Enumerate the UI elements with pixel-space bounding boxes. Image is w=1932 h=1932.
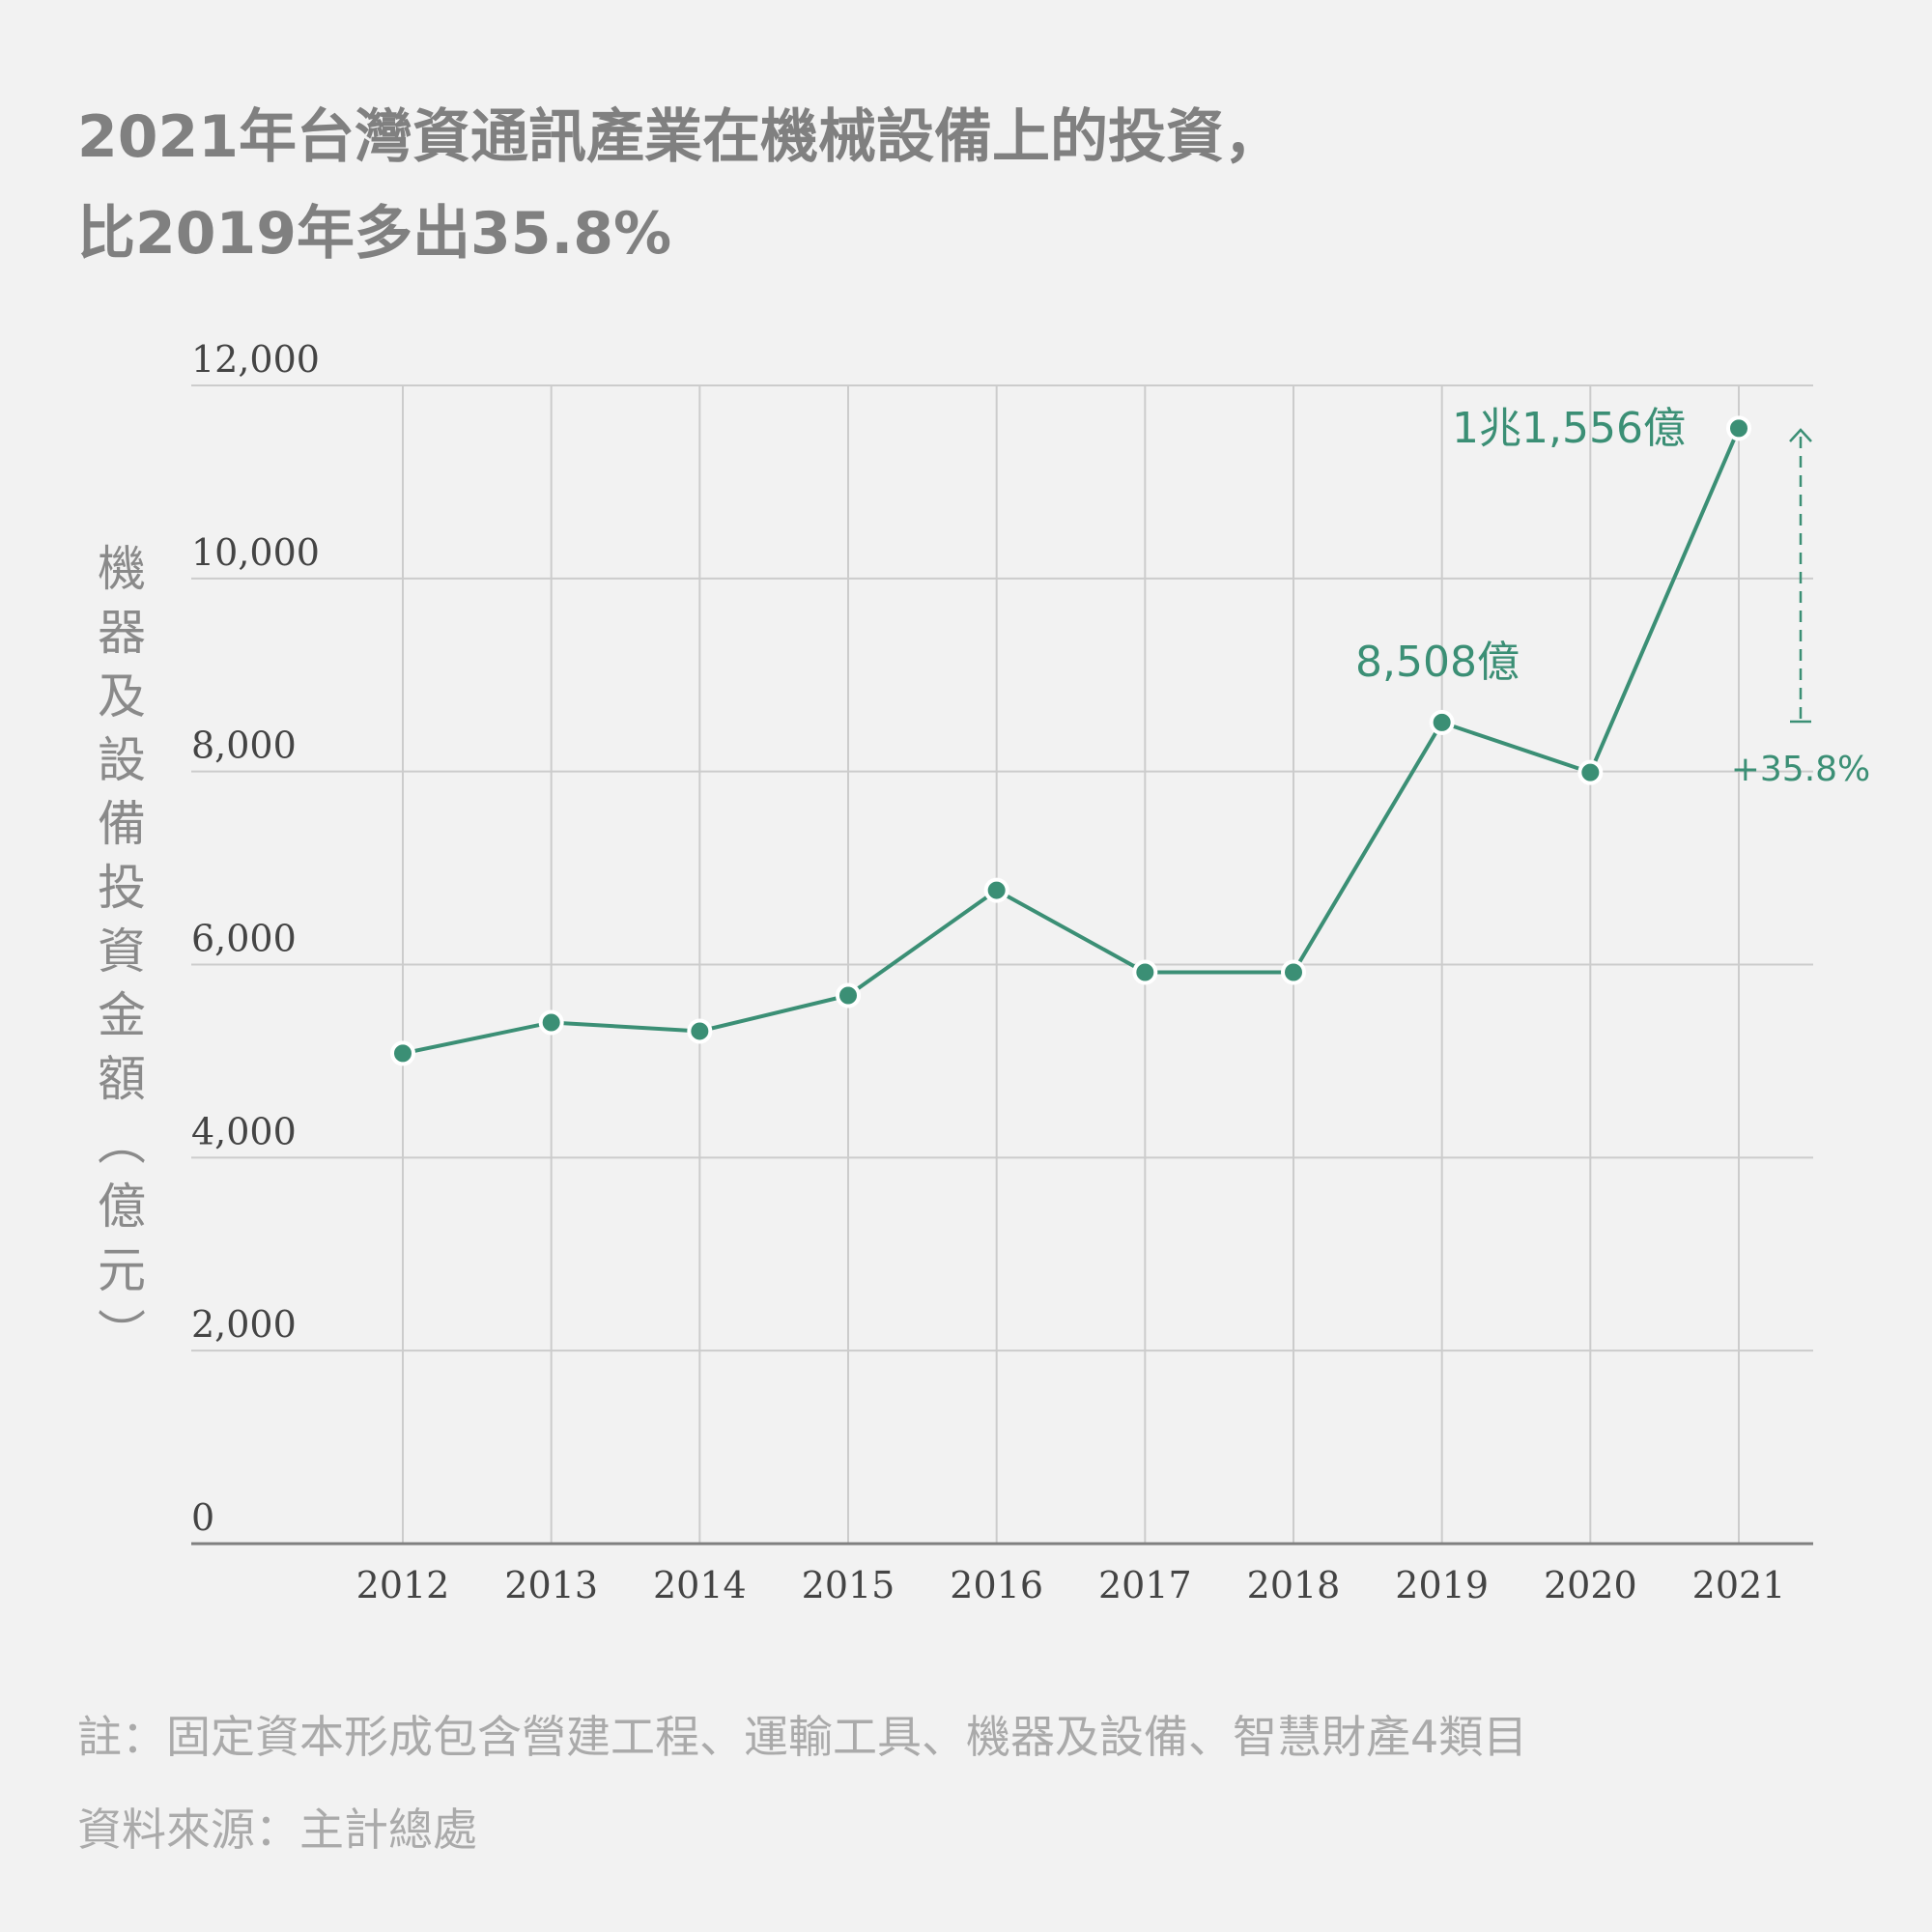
x-axis-ticks: 2012 2013 2014 2015 2016 2017 2018 2019 2020 2021 (356, 1564, 1786, 1606)
y-axis-ticks: 0 2,000 4,000 6,000 8,000 10,000 12,000 (191, 338, 320, 1539)
y-tick-label: 0 (191, 1496, 214, 1539)
data-point (687, 1018, 713, 1044)
y-axis-label-char: 額 (98, 1051, 146, 1107)
y-tick-label: 10,000 (191, 531, 320, 574)
y-axis-label-char: 器 (98, 605, 146, 661)
x-tick-label: 2020 (1544, 1564, 1637, 1606)
footnote: 註：固定資本形成包含營建工程、運輸工具、機器及設備、智慧財產4類目 (77, 1711, 1528, 1763)
title-line-2: 比2019年多出35.8% (77, 200, 672, 268)
x-tick-label: 2021 (1692, 1564, 1786, 1606)
data-point (836, 982, 861, 1009)
data-point (1726, 415, 1751, 441)
data-point (390, 1040, 415, 1066)
y-axis-label-char: 元 (98, 1242, 146, 1298)
x-tick-label: 2016 (950, 1564, 1043, 1606)
x-tick-label: 2015 (802, 1564, 895, 1606)
data-source: 資料來源：主計總處 (77, 1804, 477, 1856)
data-point (538, 1009, 564, 1036)
data-point (1132, 959, 1158, 985)
data-point (983, 877, 1009, 903)
data-points (390, 415, 1751, 1066)
annotation-growth: +35.8% (1731, 750, 1871, 789)
y-tick-label: 12,000 (191, 338, 320, 381)
chart-title: 2021年台灣資通訊產業在機械設備上的投資， 比2019年多出35.8% (77, 89, 1282, 282)
y-axis-label-char: 億 (98, 1179, 146, 1235)
x-tick-label: 2017 (1098, 1564, 1192, 1606)
annotation-2021-peak: 1兆1,556億 (1452, 404, 1686, 453)
x-tick-label: 2014 (653, 1564, 747, 1606)
y-axis-label: 機器及設備投資金額 ︵ 億元 ︶ (93, 537, 151, 1366)
annotation-2019-value: 8,508億 (1355, 638, 1520, 687)
y-axis-label-char: 備 (98, 796, 146, 852)
horizontal-gridlines (191, 384, 1813, 1352)
y-axis-label-char: 資 (98, 923, 146, 980)
y-axis-label-char: 投 (98, 860, 146, 916)
y-axis-label-char: 設 (98, 732, 146, 788)
y-tick-label: 2,000 (191, 1303, 297, 1346)
footer: 註：固定資本形成包含營建工程、運輸工具、機器及設備、智慧財產4類目 資料來源：主… (77, 1690, 1527, 1876)
x-tick-label: 2012 (356, 1564, 450, 1606)
y-tick-label: 4,000 (191, 1110, 297, 1152)
series-line (402, 427, 1741, 1056)
y-axis-label-char: 及 (98, 668, 146, 724)
y-tick-label: 8,000 (191, 724, 297, 767)
growth-arrow-icon (1789, 428, 1812, 724)
y-axis-label-char: 金 (98, 987, 146, 1043)
y-axis-label-char: ︵ (98, 1115, 146, 1171)
data-point (1577, 759, 1604, 785)
x-tick-label: 2019 (1395, 1564, 1489, 1606)
x-tick-label: 2018 (1247, 1564, 1341, 1606)
x-tick-label: 2013 (504, 1564, 598, 1606)
y-axis-label-char: ︶ (98, 1306, 146, 1362)
y-tick-label: 6,000 (191, 918, 297, 960)
title-line-1: 2021年台灣資通訊產業在機械設備上的投資， (77, 103, 1282, 171)
y-axis-label-char: 機 (98, 541, 146, 597)
data-point (1429, 709, 1455, 735)
data-point (1281, 959, 1306, 985)
